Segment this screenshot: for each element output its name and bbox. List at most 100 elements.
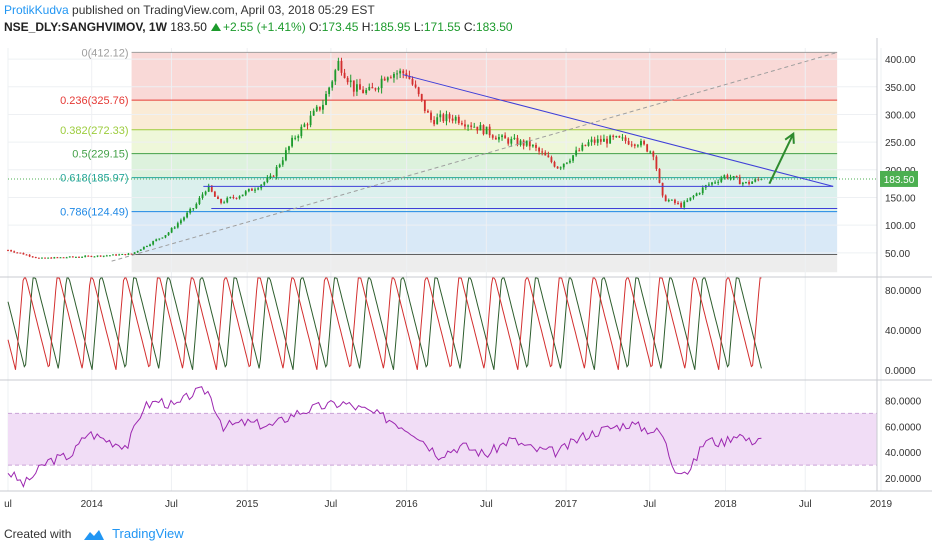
- candle-body: [423, 99, 426, 111]
- candle-body: [430, 112, 432, 120]
- candle-body: [22, 253, 25, 255]
- candle-body: [396, 73, 398, 75]
- candle-body: [389, 77, 392, 79]
- candle-body: [281, 160, 284, 165]
- candle-body: [575, 150, 578, 156]
- candle-body: [541, 151, 544, 153]
- candle-body: [584, 144, 587, 146]
- candle-body: [476, 126, 479, 131]
- rsi-tick-label: 60.0000: [885, 422, 922, 433]
- arrow-head: [784, 131, 795, 144]
- candle-body: [427, 110, 429, 113]
- candle-body: [31, 256, 34, 258]
- candle-body: [451, 118, 454, 121]
- candle-body: [10, 250, 13, 252]
- candle-body: [698, 193, 701, 195]
- candle-body: [306, 124, 309, 126]
- candle-body: [748, 182, 750, 184]
- candle-body: [368, 86, 371, 91]
- candle-body: [71, 256, 74, 258]
- candle-body: [510, 138, 513, 144]
- candle-body: [337, 60, 340, 71]
- candle-body: [741, 182, 744, 185]
- candle-body: [284, 150, 287, 161]
- candle-body: [380, 78, 383, 89]
- rsi-line: [7, 386, 762, 488]
- candle-body: [334, 70, 337, 82]
- candle-body: [217, 196, 219, 200]
- candle-body: [439, 114, 442, 118]
- last-price-tag: [880, 170, 918, 187]
- publisher-line: ProtikKudva published on TradingView.com…: [4, 2, 924, 19]
- candle-body: [179, 220, 182, 224]
- x-tick-label: Jul: [799, 499, 812, 510]
- fib-zone: [131, 177, 838, 212]
- candle-body: [37, 257, 40, 259]
- candle-body: [652, 151, 655, 157]
- candle-body: [538, 147, 541, 152]
- candle-body: [717, 181, 720, 183]
- candle-body: [220, 199, 222, 203]
- candle-body: [50, 257, 53, 259]
- candle-body: [405, 73, 408, 76]
- fib-level-label: 0(412.12): [81, 47, 128, 59]
- candle-body: [164, 235, 167, 238]
- candle-body: [519, 140, 522, 146]
- candle-body: [735, 176, 738, 178]
- candle-body: [402, 70, 405, 74]
- candle-body: [757, 179, 760, 181]
- author-link[interactable]: ProtikKudva: [4, 3, 69, 17]
- candle-body: [257, 188, 260, 190]
- candle-body: [624, 137, 627, 141]
- candle-body: [531, 144, 534, 147]
- candle-body: [408, 75, 411, 79]
- candle-body: [649, 151, 652, 153]
- fib-level-label: 0.5(229.15): [72, 149, 128, 161]
- high-value: 185.95: [373, 20, 411, 34]
- candle-body: [371, 86, 374, 89]
- rsi-panel: [7, 386, 877, 488]
- price-tick-label: 350.00: [885, 83, 916, 94]
- stoch-tick-label: 0.0000: [885, 366, 916, 377]
- candle-body: [559, 167, 562, 169]
- candle-body: [572, 155, 574, 161]
- up-triangle-icon: [210, 23, 221, 31]
- tradingview-logo-icon: [83, 529, 104, 540]
- candle-body: [201, 194, 204, 198]
- candle-body: [732, 176, 735, 178]
- candle-body: [291, 137, 293, 147]
- candle-body: [41, 257, 43, 259]
- close-label: C:: [463, 20, 476, 34]
- chart-canvas[interactable]: 0(412.12) 0.236(325.76) 0.382(272.33) 0.5(2…: [0, 38, 932, 520]
- candle-body: [56, 257, 59, 259]
- candle-body: [112, 254, 114, 256]
- axes: 400.00350.00300.00250.00200.00150.00100.…: [0, 38, 932, 510]
- fib-level-label: 0.236(325.76): [60, 95, 129, 107]
- candle-body: [726, 175, 729, 179]
- symbol-label: NSE_DLY:SANGHVIMOV, 1W: [4, 20, 167, 34]
- candle-body: [640, 141, 642, 146]
- candle-body: [47, 257, 50, 259]
- candle-body: [102, 255, 105, 257]
- x-tick-label: Jul: [324, 499, 337, 510]
- candle-body: [729, 177, 732, 179]
- candle-body: [343, 72, 346, 78]
- candle-body: [19, 252, 22, 254]
- candle-body: [25, 254, 28, 256]
- candle-body: [494, 137, 497, 140]
- candle-body: [599, 139, 602, 142]
- candle-body: [562, 163, 565, 168]
- candle-body: [340, 60, 343, 73]
- candle-body: [272, 175, 275, 177]
- candle-body: [454, 116, 457, 121]
- last-price: 183.50: [170, 20, 207, 34]
- candle-body: [16, 252, 19, 254]
- x-tick-label: 2018: [714, 499, 737, 510]
- tradingview-link[interactable]: TradingView: [112, 526, 184, 541]
- created-with-label: Created with: [4, 527, 72, 541]
- candle-body: [226, 197, 229, 203]
- price-tick-label: 250.00: [885, 138, 916, 149]
- stoch-tick-label: 40.0000: [885, 326, 922, 337]
- candle-body: [556, 166, 559, 169]
- candle-body: [176, 223, 179, 228]
